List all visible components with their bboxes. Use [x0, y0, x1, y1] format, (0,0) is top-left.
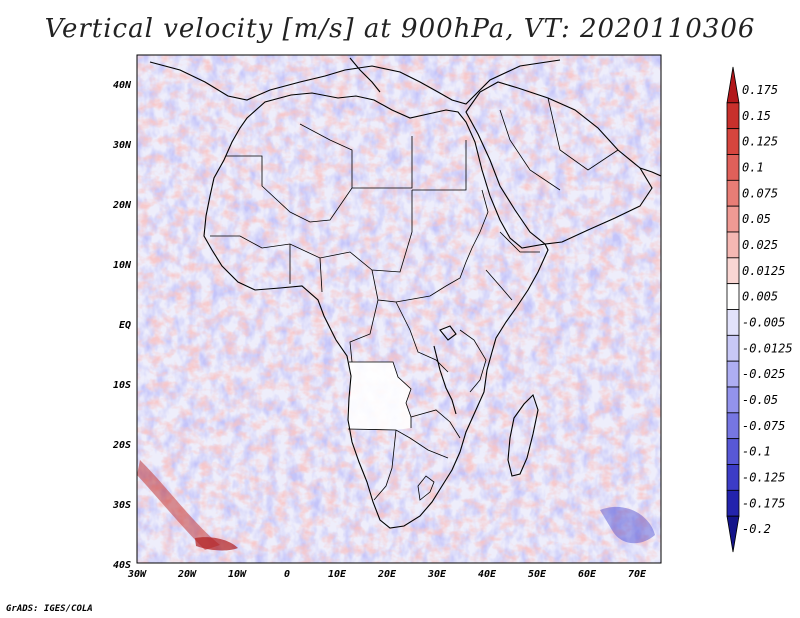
lon-label-50e: 50E: [528, 569, 547, 580]
vertical-velocity-ascending-field: [137, 55, 661, 563]
lon-label-70e: 70E: [628, 569, 647, 580]
colorbar-level-label: 0.05: [742, 212, 771, 226]
colorbar-level-label: -0.05: [742, 393, 778, 407]
colorbar-segment: [726, 179, 740, 207]
colorbar-level-label: 0.025: [742, 238, 778, 252]
lat-label-10n: 10N: [113, 260, 132, 271]
colorbar-level-label: 0.0125: [742, 264, 785, 278]
lat-label-30n: 30N: [112, 140, 132, 151]
colorbar-level-label: -0.005: [742, 315, 785, 329]
lon-label-30e: 30E: [427, 569, 447, 580]
colorbar-segment: [726, 360, 740, 388]
map-panel: [137, 55, 661, 563]
colorbar-level-label: 0.005: [742, 290, 778, 304]
colorbar-level-label: 0.15: [742, 109, 771, 123]
africa-coastline: [203, 92, 549, 529]
colorbar-segment: [726, 231, 740, 259]
colorbar-level-label: 0.175: [742, 83, 778, 97]
india-coastline: [639, 167, 661, 177]
country-borders: [210, 97, 619, 501]
colorbar-level-label: -0.125: [742, 470, 785, 484]
colorbar-level-label: -0.0125: [742, 341, 793, 355]
lon-label-10w: 10W: [228, 569, 247, 580]
colorbar-segment: [726, 205, 740, 233]
lon-label-20w: 20W: [177, 569, 197, 580]
lat-label-40s: 40S: [113, 560, 131, 571]
colorbar-segment: [726, 515, 740, 553]
colorbar-level-label: -0.075: [742, 419, 785, 433]
lat-label-eq: EQ: [119, 320, 131, 331]
colorbar-level-label: 0.125: [742, 135, 778, 149]
lat-label-20n: 20N: [112, 200, 132, 211]
colorbar: 0.175 0.15 0.125 0.1 0.075 0.05 0.025 0.0125 0.0…: [726, 66, 793, 553]
colorbar-level-label: -0.025: [742, 367, 785, 381]
colorbar-level-label: 0.075: [742, 186, 778, 200]
lon-label-20e: 20E: [377, 569, 397, 580]
colorbar-level-label: -0.2: [742, 522, 771, 536]
angola-calm-region: [347, 362, 411, 430]
colorbar-segment: [726, 489, 740, 517]
italy-coastline: [349, 57, 381, 93]
map-frame: [136, 54, 662, 564]
colorbar-segment: [726, 464, 740, 491]
lat-label-30s: 30S: [112, 500, 131, 511]
latitude-axis: 40N 30N 20N 10N EQ 10S 20S 30S 40S: [112, 80, 132, 571]
madagascar-coastline: [507, 393, 539, 477]
lon-label-0: 0: [284, 569, 290, 580]
colorbar-segment: [726, 309, 740, 336]
chart-title: Vertical velocity [m/s] at 900hPa, VT: 2…: [44, 14, 756, 44]
colorbar-segment: [726, 257, 740, 285]
lon-label-10e: 10E: [328, 569, 347, 580]
lat-label-10s: 10S: [113, 380, 131, 391]
colorbar-segment: [726, 412, 740, 440]
colorbar-segment: [726, 66, 740, 104]
colorbar-segment: [726, 334, 740, 362]
lon-label-40e: 40E: [478, 569, 497, 580]
colorbar-segment: [726, 128, 740, 155]
colorbar-segment: [726, 283, 740, 310]
colorbar-level-label: 0.1: [742, 160, 764, 174]
lon-label-30w: 30W: [127, 569, 147, 580]
colorbar-segment: [726, 102, 740, 130]
southern-frontal-band: [137, 460, 220, 550]
colorbar-segment: [726, 386, 740, 414]
colorbar-segment: [726, 438, 740, 465]
lat-label-20s: 20S: [112, 440, 131, 451]
indian-ocean-swirl: [600, 506, 655, 544]
lon-label-60e: 60E: [578, 569, 597, 580]
colorbar-level-label: -0.175: [742, 496, 785, 510]
grads-credit: GrADS: IGES/COLA: [6, 604, 93, 614]
longitude-axis: 30W 20W 10W 0 10E 20E 30E 40E 50E 60E 70…: [127, 569, 647, 580]
lake-victoria: [439, 325, 457, 341]
arabia-coastline: [465, 81, 653, 245]
colorbar-segment: [726, 154, 740, 181]
colorbar-level-label: -0.1: [742, 445, 771, 459]
lat-label-40n: 40N: [113, 80, 132, 91]
south-atlantic-cyclone-core: [195, 537, 238, 551]
